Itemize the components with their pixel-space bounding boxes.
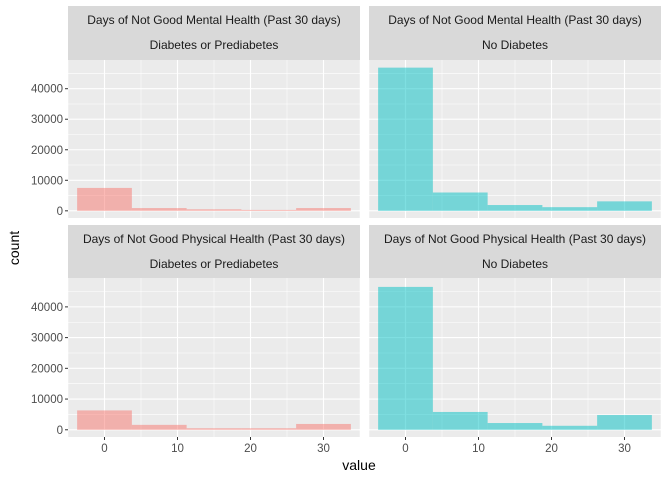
x-axis-title: value	[342, 457, 376, 473]
histogram-bar	[487, 205, 543, 211]
histogram-bar	[241, 209, 297, 211]
y-tick-label: 40000	[31, 84, 63, 96]
strip-group-label: Diabetes or Prediabetes	[150, 38, 279, 52]
x-tick-label: 30	[618, 443, 631, 455]
strip-background	[68, 6, 360, 60]
strip-group-label: No Diabetes	[482, 38, 548, 52]
histogram-bar	[597, 201, 652, 211]
histogram-bar	[542, 207, 598, 211]
y-tick-label: 40000	[31, 302, 63, 314]
y-tick-label: 0	[57, 206, 63, 218]
histogram-bar	[241, 428, 297, 430]
histogram-bar	[186, 428, 242, 430]
histogram-bar	[131, 424, 187, 430]
y-axis-title: count	[6, 231, 22, 265]
histogram-bar	[77, 410, 132, 430]
strip-background	[68, 225, 360, 278]
histogram-bar	[77, 187, 132, 211]
histogram-bar	[487, 423, 543, 430]
histogram-bar	[296, 208, 351, 211]
x-tick-label: 0	[101, 443, 107, 455]
strip-title: Days of Not Good Mental Health (Past 30 …	[87, 13, 340, 27]
histogram-bar	[542, 425, 598, 430]
histogram-bar	[131, 208, 187, 211]
strip-title: Days of Not Good Physical Health (Past 3…	[384, 232, 646, 246]
histogram-bar	[432, 192, 488, 211]
strip-background	[369, 6, 661, 60]
x-tick-label: 0	[402, 443, 408, 455]
x-tick-label: 10	[171, 443, 184, 455]
strip-title: Days of Not Good Physical Health (Past 3…	[83, 232, 345, 246]
panel-2: Days of Not Good Mental Health (Past 30 …	[368, 6, 662, 218]
y-tick-label: 30000	[31, 333, 63, 345]
histogram-bar	[296, 423, 351, 430]
x-tick-label: 20	[545, 443, 558, 455]
y-tick-label: 20000	[31, 363, 63, 375]
panel-3: Days of Not Good Physical Health (Past 3…	[31, 225, 361, 455]
strip-group-label: No Diabetes	[482, 257, 548, 271]
histogram-bar	[597, 415, 652, 430]
histogram-bar	[186, 209, 242, 211]
y-tick-label: 0	[57, 425, 63, 437]
x-tick-label: 20	[244, 443, 257, 455]
strip-group-label: Diabetes or Prediabetes	[150, 257, 279, 271]
histogram-bar	[378, 286, 433, 430]
y-tick-label: 10000	[31, 175, 63, 187]
y-tick-label: 20000	[31, 145, 63, 157]
y-tick-label: 30000	[31, 114, 63, 126]
strip-title: Days of Not Good Mental Health (Past 30 …	[388, 13, 641, 27]
x-tick-label: 10	[472, 443, 485, 455]
x-tick-label: 30	[317, 443, 330, 455]
panel-1: Days of Not Good Mental Health (Past 30 …	[31, 6, 361, 218]
histogram-bar	[432, 411, 488, 430]
histogram-bar	[378, 67, 433, 211]
strip-background	[369, 225, 661, 278]
y-tick-label: 10000	[31, 394, 63, 406]
panel-4: Days of Not Good Physical Health (Past 3…	[368, 225, 662, 455]
